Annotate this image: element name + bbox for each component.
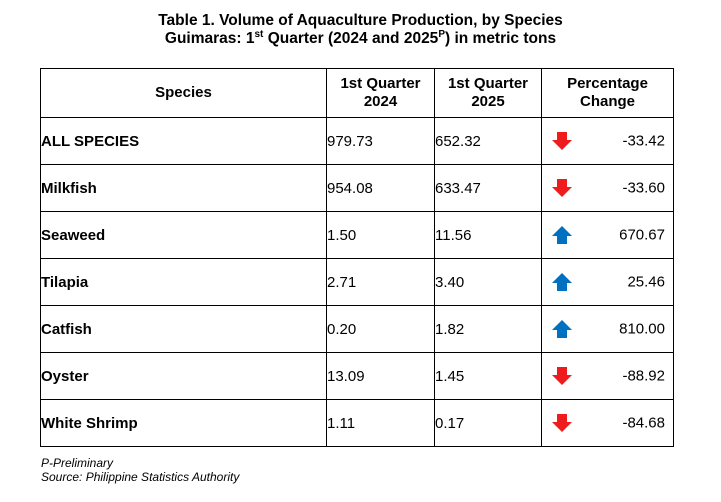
cell-q2025: 11.56 [434, 211, 542, 259]
table-row: Tilapia 2.71 3.40 25.46 [40, 258, 674, 306]
percentage-value: -84.68 [622, 414, 665, 432]
title-line-2: Guimaras: 1st Quarter (2024 and 2025P) i… [0, 28, 721, 48]
cell-species: Catfish [40, 305, 327, 353]
table-row: ALL SPECIES 979.73 652.32 -33.42 [40, 117, 674, 165]
cell-species: Seaweed [40, 211, 327, 259]
percentage-value: 25.46 [627, 273, 665, 291]
percentage-value: -33.42 [622, 132, 665, 150]
cell-q2024: 0.20 [326, 305, 435, 353]
cell-species: Milkfish [40, 164, 327, 212]
arrow-down-icon [552, 414, 572, 432]
cell-change: 25.46 [541, 258, 674, 306]
cell-q2024: 954.08 [326, 164, 435, 212]
arrow-down-icon [552, 179, 572, 197]
table-title: Table 1. Volume of Aquaculture Productio… [0, 12, 721, 48]
arrow-up-icon [552, 226, 572, 244]
cell-q2024: 979.73 [326, 117, 435, 165]
cell-q2025: 1.82 [434, 305, 542, 353]
cell-q2024: 13.09 [326, 352, 435, 400]
cell-q2025: 0.17 [434, 399, 542, 447]
arrow-up-icon [552, 320, 572, 338]
cell-q2025: 3.40 [434, 258, 542, 306]
note-preliminary: P-Preliminary [41, 456, 114, 470]
percentage-value: 810.00 [619, 320, 665, 338]
title-superscript-p: P [438, 28, 445, 40]
note-source: Source: Philippine Statistics Authority [41, 470, 240, 484]
table-row: Oyster 13.09 1.45 -88.92 [40, 352, 674, 400]
title-line-2-mid: Quarter (2024 and 2025 [263, 30, 439, 47]
arrow-down-icon [552, 132, 572, 150]
header-q2025: 1st Quarter 2025 [434, 68, 542, 118]
cell-change: 810.00 [541, 305, 674, 353]
table-row: Seaweed 1.50 11.56 670.67 [40, 211, 674, 259]
cell-change: -33.42 [541, 117, 674, 165]
percentage-value: -33.60 [622, 179, 665, 197]
cell-q2025: 652.32 [434, 117, 542, 165]
percentage-value: 670.67 [619, 226, 665, 244]
table-notes: P-Preliminary Source: Philippine Statist… [41, 456, 239, 484]
cell-species: Oyster [40, 352, 327, 400]
cell-q2024: 2.71 [326, 258, 435, 306]
table-row: Milkfish 954.08 633.47 -33.60 [40, 164, 674, 212]
cell-q2024: 1.50 [326, 211, 435, 259]
table-row: Catfish 0.20 1.82 810.00 [40, 305, 674, 353]
cell-q2025: 1.45 [434, 352, 542, 400]
arrow-down-icon [552, 367, 572, 385]
header-species: Species [40, 68, 327, 118]
table-body: ALL SPECIES 979.73 652.32 -33.42 Milkfish 954… [40, 117, 674, 447]
arrow-up-icon [552, 273, 572, 291]
cell-change: 670.67 [541, 211, 674, 259]
title-line-2-pre: Guimaras: 1 [164, 30, 255, 47]
cell-change: -88.92 [541, 352, 674, 400]
header-row: Species 1st Quarter 2024 1st Quarter 2025 … [40, 68, 674, 118]
cell-q2024: 1.11 [326, 399, 435, 447]
title-line-1: Table 1. Volume of Aquaculture Productio… [158, 12, 563, 29]
title-superscript-st: st [254, 28, 264, 40]
cell-change: -84.68 [541, 399, 674, 447]
production-table: Species 1st Quarter 2024 1st Quarter 2025 … [40, 68, 674, 447]
percentage-value: -88.92 [622, 367, 665, 385]
cell-species: ALL SPECIES [40, 117, 327, 165]
cell-change: -33.60 [541, 164, 674, 212]
table-row: White Shrimp 1.11 0.17 -84.68 [40, 399, 674, 447]
cell-species: Tilapia [40, 258, 327, 306]
title-line-2-post: ) in metric tons [444, 30, 557, 47]
cell-q2025: 633.47 [434, 164, 542, 212]
header-change: Percentage Change [541, 68, 674, 118]
cell-species: White Shrimp [40, 399, 327, 447]
header-q2024: 1st Quarter 2024 [326, 68, 435, 118]
